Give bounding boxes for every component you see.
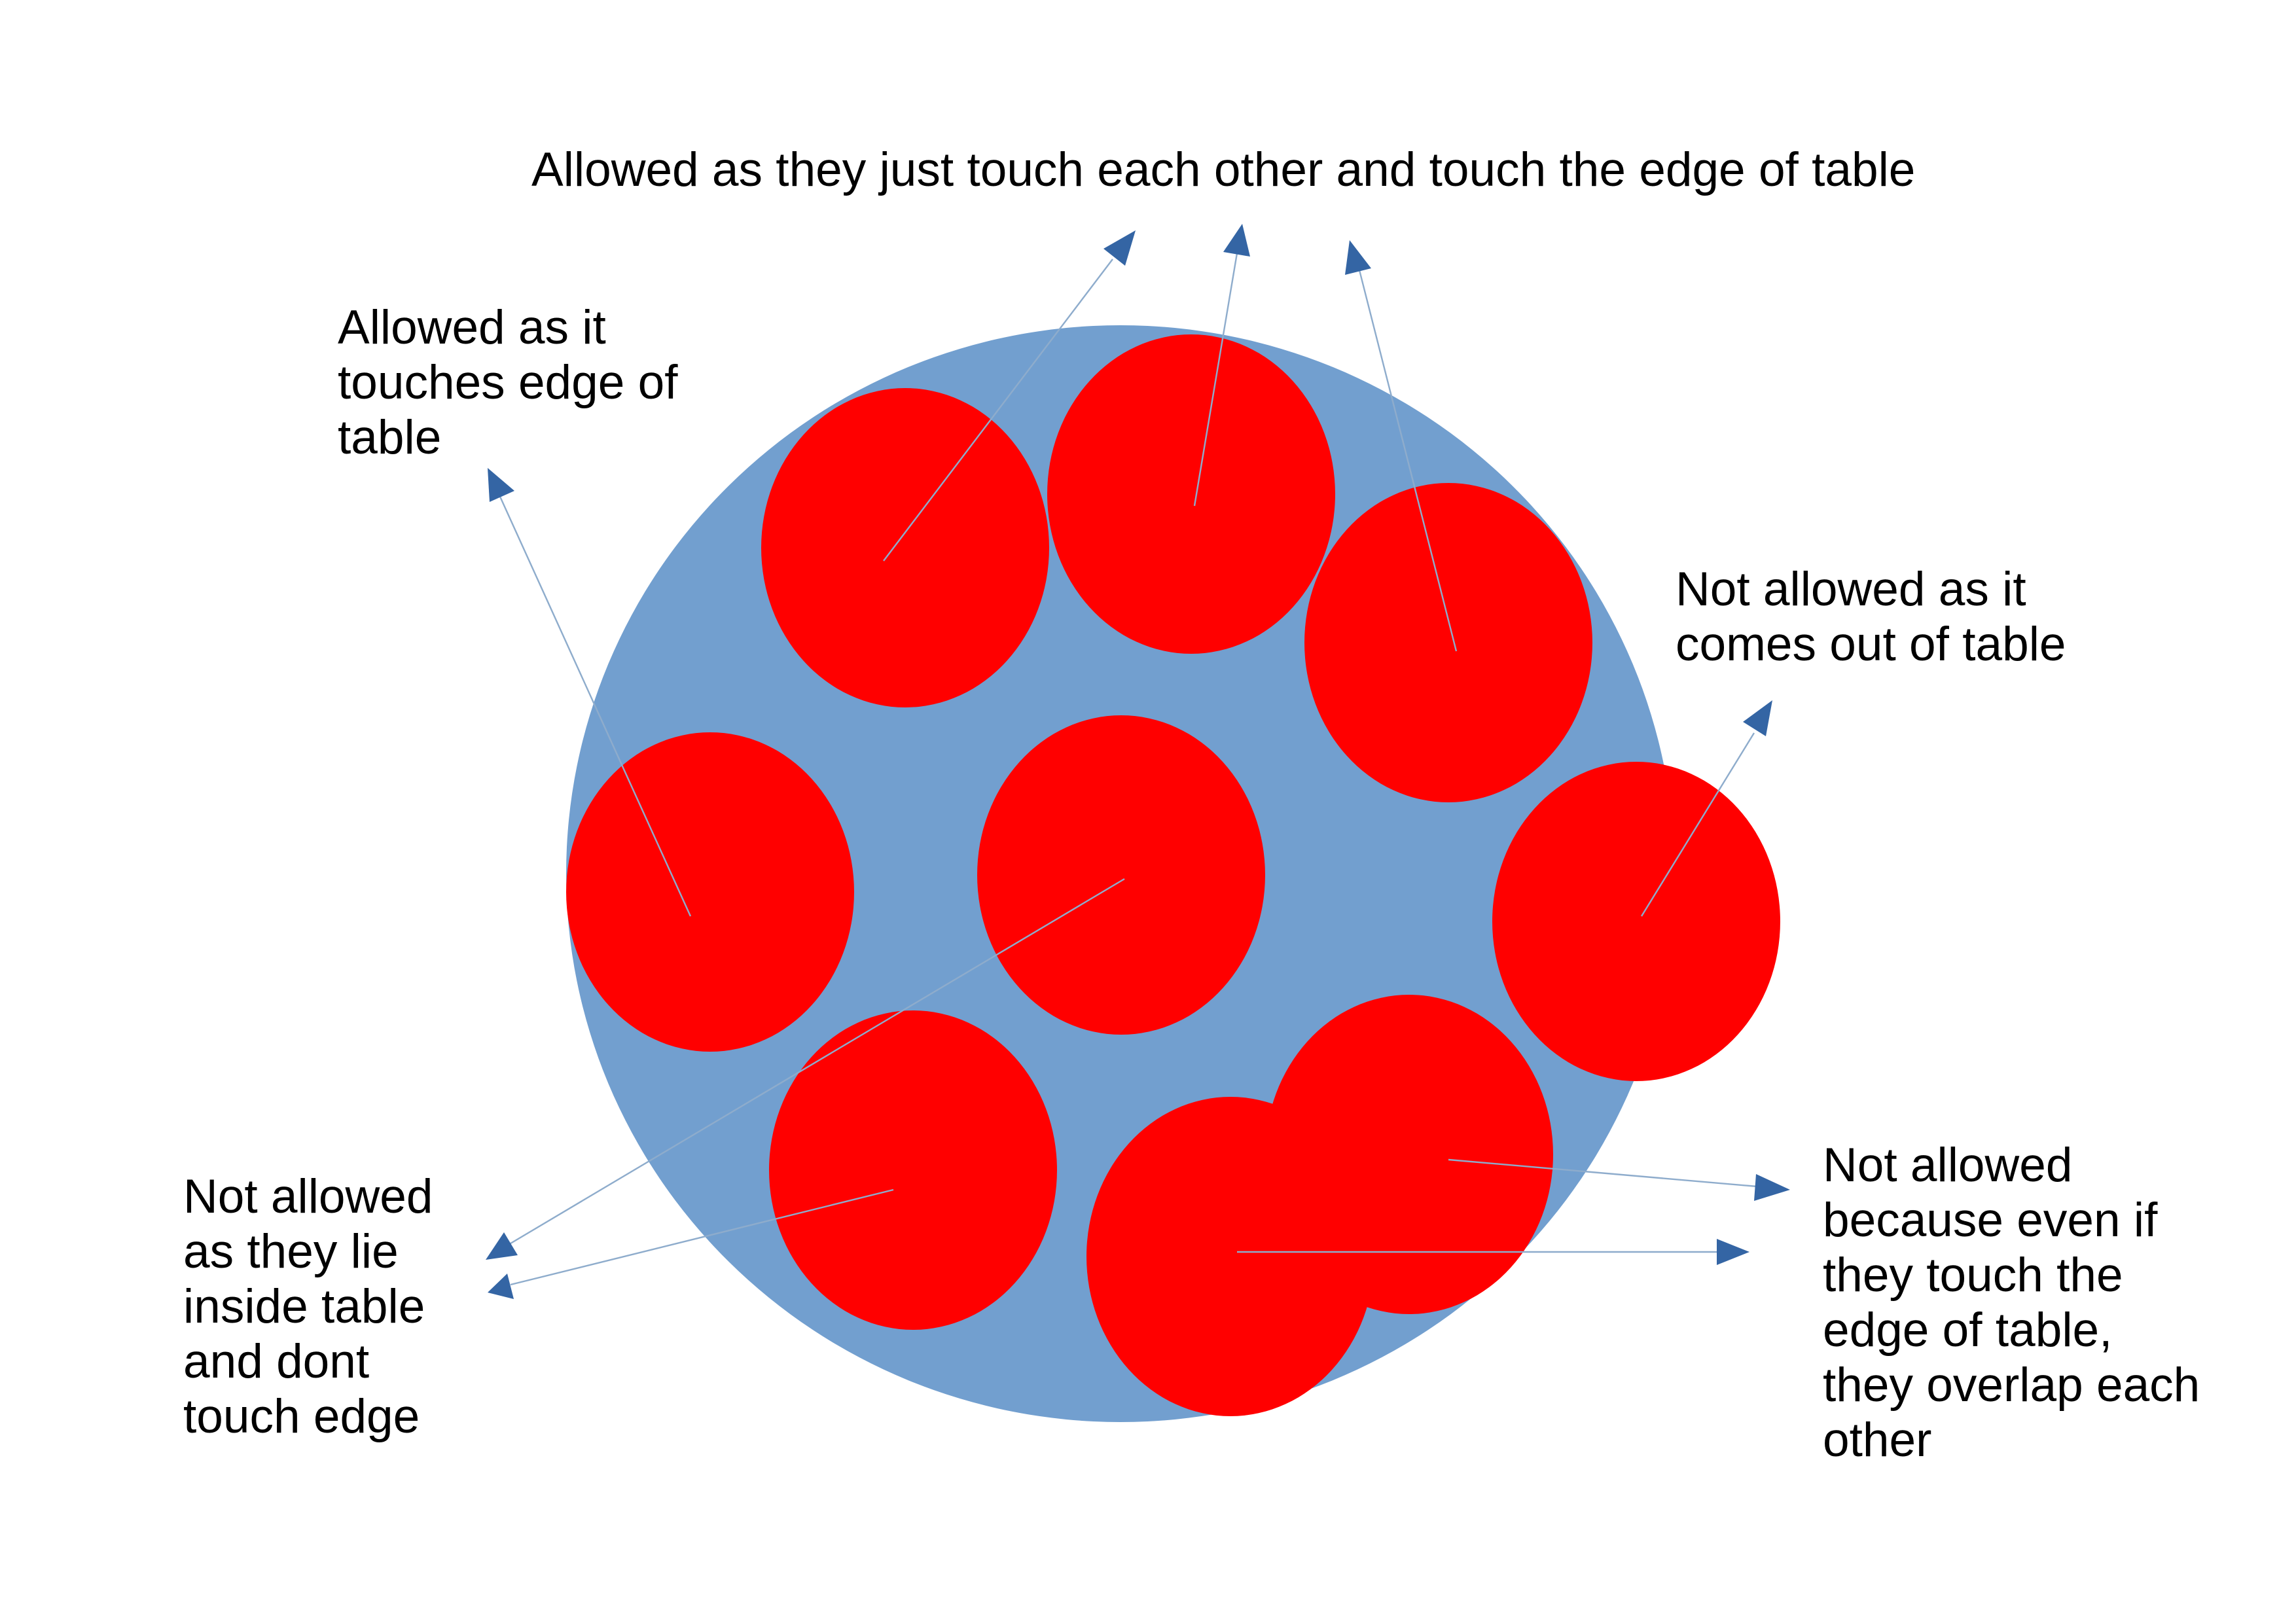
plates	[566, 334, 1780, 1416]
connectors	[496, 253, 1758, 1286]
arrowhead-icon	[1223, 224, 1250, 257]
label-left-edge: Allowed as it touches edge of table	[338, 301, 691, 464]
label-right-outside: Not allowed as it comes out of table	[1676, 563, 2066, 671]
arrowhead-icon	[488, 468, 514, 502]
connector-bottom-left	[510, 1188, 894, 1286]
connector-center	[510, 878, 1125, 1245]
arrowhead-icon	[1345, 240, 1371, 275]
label-bottom-left-inside: Not allowed as they lie inside table and…	[183, 1170, 446, 1443]
plate-top-middle	[1047, 334, 1335, 654]
label-top-touching: Allowed as they just touch each other an…	[531, 143, 1915, 196]
connector-top-right	[1357, 264, 1458, 652]
arrowhead-icon	[486, 1232, 518, 1260]
label-bottom-right-overlap: Not allowed because even if they touch t…	[1823, 1139, 2214, 1467]
plate-right-outside	[1492, 762, 1780, 1081]
plate-top-right	[1304, 483, 1592, 802]
plate-bottom-right-front	[1086, 1097, 1374, 1416]
arrowhead-icon	[1103, 230, 1136, 266]
connector-top-middle	[1193, 253, 1238, 507]
plate-top-left	[761, 388, 1049, 707]
arrowhead-icon	[488, 1274, 514, 1299]
plate-left-edge	[566, 732, 854, 1052]
plate-center	[977, 715, 1265, 1035]
connector-top-left	[883, 259, 1113, 562]
arrowhead-icon	[1754, 1174, 1790, 1201]
plate-bottom-left	[769, 1010, 1057, 1330]
arrowhead-icon	[1717, 1239, 1749, 1265]
arrowhead-icon	[1743, 700, 1772, 736]
connector-right-outside	[1640, 732, 1755, 917]
connector-bottom-right-back	[1448, 1158, 1758, 1188]
connector-left-edge	[496, 490, 692, 917]
arrowheads	[486, 224, 1790, 1299]
